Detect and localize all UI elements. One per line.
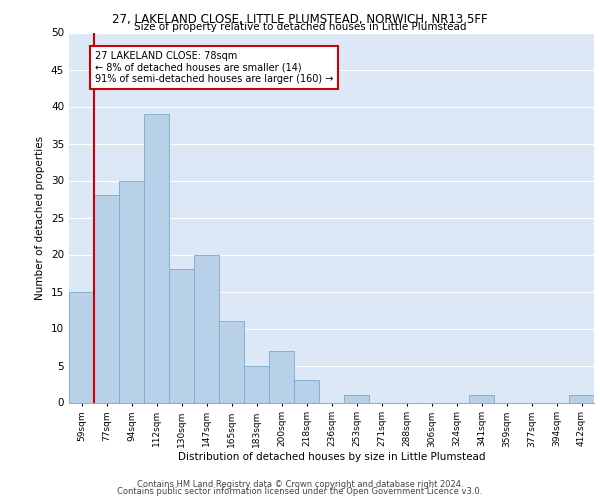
Text: 27, LAKELAND CLOSE, LITTLE PLUMSTEAD, NORWICH, NR13 5FF: 27, LAKELAND CLOSE, LITTLE PLUMSTEAD, NO… [112, 12, 488, 26]
X-axis label: Distribution of detached houses by size in Little Plumstead: Distribution of detached houses by size … [178, 452, 485, 462]
Text: Contains public sector information licensed under the Open Government Licence v3: Contains public sector information licen… [118, 488, 482, 496]
Bar [344, 395, 369, 402]
Bar [269, 350, 294, 403]
Bar [244, 366, 269, 403]
Y-axis label: Number of detached properties: Number of detached properties [35, 136, 46, 300]
Bar [94, 196, 119, 402]
Text: Size of property relative to detached houses in Little Plumstead: Size of property relative to detached ho… [134, 22, 466, 32]
Bar [144, 114, 169, 403]
Bar [169, 270, 194, 402]
Bar [294, 380, 319, 402]
Bar [469, 395, 494, 402]
Text: 27 LAKELAND CLOSE: 78sqm
← 8% of detached houses are smaller (14)
91% of semi-de: 27 LAKELAND CLOSE: 78sqm ← 8% of detache… [95, 51, 334, 84]
Bar [119, 180, 144, 402]
Bar [69, 292, 94, 403]
Text: Contains HM Land Registry data © Crown copyright and database right 2024.: Contains HM Land Registry data © Crown c… [137, 480, 463, 489]
Bar [569, 395, 594, 402]
Bar [194, 254, 219, 402]
Bar [219, 321, 244, 402]
